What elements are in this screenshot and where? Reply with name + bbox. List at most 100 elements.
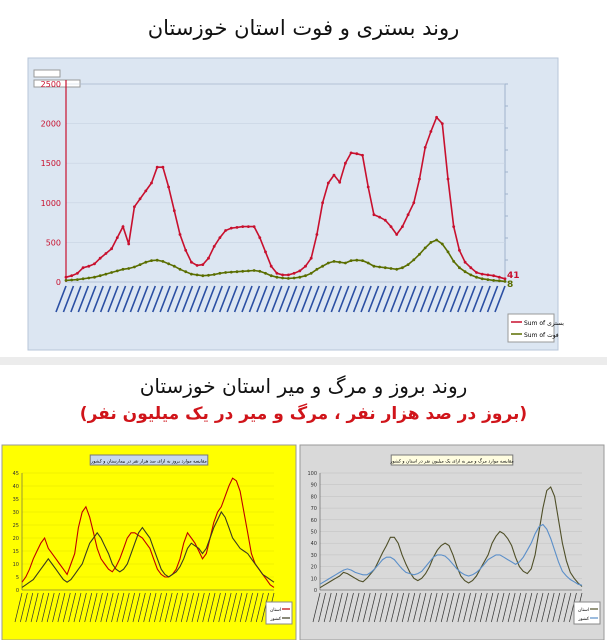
x-tick-label — [435, 592, 443, 623]
x-tick-label — [412, 285, 424, 313]
chart-title-box — [89, 454, 209, 466]
series-line — [21, 510, 275, 588]
x-tick-label — [323, 592, 332, 623]
x-tick-label — [351, 592, 360, 623]
data-point — [423, 146, 427, 149]
x-tick-label — [174, 285, 186, 313]
data-point — [241, 225, 245, 229]
x-tick-label — [207, 592, 216, 623]
x-tick-label — [46, 592, 55, 623]
data-point — [178, 233, 182, 236]
x-tick-label — [323, 285, 335, 313]
x-tick-label — [330, 285, 343, 313]
data-point — [195, 273, 199, 277]
data-point — [218, 271, 222, 275]
data-point — [372, 264, 376, 268]
data-point — [258, 269, 262, 273]
data-point — [235, 226, 239, 229]
data-point — [93, 275, 96, 279]
x-tick-label — [563, 592, 572, 623]
data-point — [76, 271, 79, 275]
data-point — [349, 259, 353, 262]
data-point — [355, 258, 359, 262]
data-point — [326, 181, 330, 185]
x-tick-label — [385, 592, 393, 623]
top-title: روند بستری و فوت استان خوزستان — [147, 16, 460, 40]
data-point — [378, 265, 381, 269]
x-tick-label — [121, 592, 130, 623]
x-tick-label — [530, 592, 538, 623]
x-tick-label — [85, 285, 97, 313]
incidence-mortality-charts: مقایسه موارد بروز به ازای صد هزار نفر در… — [1, 444, 605, 640]
data-point — [115, 269, 119, 273]
x-tick-label — [213, 592, 221, 623]
y-tick-label: 100 — [307, 471, 317, 477]
x-tick-label — [180, 592, 189, 623]
data-point — [304, 274, 307, 278]
x-tick-label — [62, 285, 75, 313]
data-point — [247, 225, 250, 229]
data-point — [372, 213, 376, 217]
x-tick-label — [518, 592, 527, 623]
bottom-title: روند بروز و مرگ و میر استان خوزستان — [139, 374, 468, 398]
data-point — [133, 205, 136, 209]
x-tick-label — [569, 592, 577, 623]
data-point — [235, 270, 239, 274]
x-tick-label — [159, 592, 168, 623]
x-tick-label — [248, 285, 261, 313]
x-tick-label — [390, 285, 402, 313]
x-tick-label — [196, 592, 205, 623]
x-tick-label — [360, 285, 372, 313]
data-point — [395, 233, 399, 236]
data-point — [412, 258, 416, 262]
data-point — [383, 218, 387, 222]
data-point — [150, 259, 153, 262]
data-point — [138, 263, 142, 266]
data-point — [70, 278, 74, 282]
data-point — [361, 259, 364, 262]
data-point — [212, 245, 216, 248]
x-tick-label — [95, 592, 103, 623]
x-tick-label — [474, 592, 482, 623]
y-tick-label: 2500 — [41, 80, 61, 89]
data-point — [458, 266, 461, 270]
data-point — [298, 275, 302, 279]
x-tick-label — [486, 285, 499, 313]
x-tick-label — [14, 592, 23, 623]
data-point — [81, 266, 85, 270]
x-tick-label — [226, 285, 238, 313]
x-tick-label — [256, 285, 268, 313]
x-tick-label — [449, 285, 462, 313]
data-point — [87, 276, 91, 280]
data-point — [201, 274, 205, 278]
x-tick-label — [357, 592, 365, 623]
chart-panel — [299, 444, 605, 640]
data-point — [321, 201, 324, 205]
data-point — [161, 260, 165, 263]
x-tick-label — [154, 592, 162, 623]
x-tick-label — [397, 285, 410, 313]
data-point — [281, 273, 284, 277]
x-tick-label — [494, 285, 506, 313]
x-tick-label — [502, 592, 510, 623]
x-tick-label — [434, 285, 447, 313]
data-point — [315, 233, 319, 236]
data-point — [452, 260, 456, 263]
x-tick-label — [340, 592, 349, 623]
data-point — [212, 273, 216, 276]
y-tick-label: 500 — [46, 238, 61, 247]
data-point — [138, 197, 142, 201]
data-point — [463, 270, 467, 274]
data-point — [93, 262, 96, 266]
data-point — [361, 153, 364, 157]
legend-label: Sum of فوت — [524, 332, 559, 339]
x-tick-label — [132, 592, 141, 623]
data-point — [70, 274, 74, 278]
x-tick-label — [151, 285, 164, 313]
x-tick-label — [413, 592, 421, 623]
data-point — [292, 276, 296, 280]
data-point — [321, 264, 324, 268]
x-tick-label — [541, 592, 549, 623]
x-tick-label — [30, 592, 39, 623]
x-tick-label — [255, 592, 264, 623]
